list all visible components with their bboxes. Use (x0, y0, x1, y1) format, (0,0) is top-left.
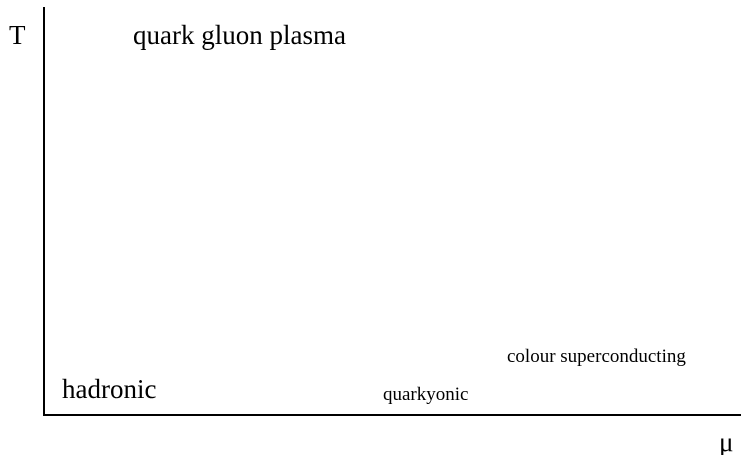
region-label: hadronic (62, 374, 156, 404)
y-axis-label: T (9, 20, 26, 50)
region-label: quark gluon plasma (133, 20, 346, 50)
x-axis-label: μ (719, 427, 733, 455)
region-label: quarkyonic (383, 384, 468, 405)
region-label: colour superconducting (507, 346, 686, 367)
